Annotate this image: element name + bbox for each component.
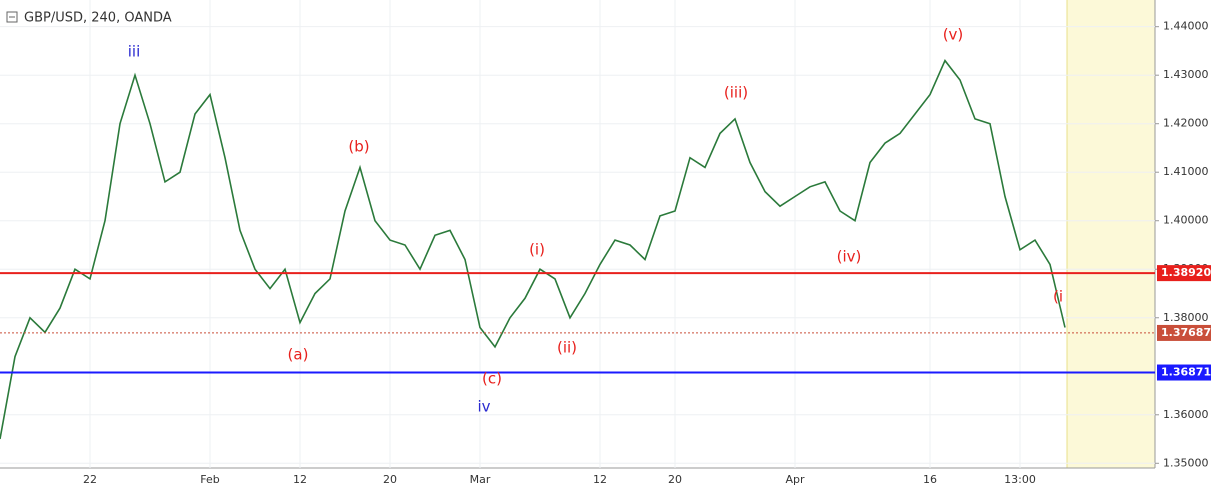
x-tick-label: Feb [200,473,219,486]
wave-label: (i) [529,241,545,259]
price-line [0,59,1066,440]
price-level-badge [1157,324,1211,341]
x-tick-label: 20 [383,473,397,486]
chart-title: GBP/USD, 240, OANDA [24,11,172,26]
y-tick-label: 1.44000 [1163,20,1209,33]
wave-label: (b) [348,138,369,156]
y-tick-label: 1.42000 [1163,117,1209,130]
x-tick-label: 12 [293,473,307,486]
y-tick-label: 1.38000 [1163,311,1209,324]
price-level-label: 1.36871 [1161,366,1211,379]
x-tick-label: Mar [470,473,491,486]
y-tick-label: 1.43000 [1163,68,1209,81]
wave-label: (i [1053,288,1063,306]
y-tick-label: 1.36000 [1163,408,1209,421]
wave-label: iii [128,43,141,61]
y-tick-label: 1.41000 [1163,165,1209,178]
collapse-icon[interactable] [6,11,18,23]
future-zone [1067,0,1155,468]
wave-label: (v) [943,26,964,44]
wave-label: (c) [482,370,502,388]
x-tick-label: 20 [668,473,682,486]
price-level-label: 1.37687 [1161,326,1211,339]
x-tick-label: 16 [923,473,937,486]
wave-label: (iv) [837,248,862,266]
price-level-badge [1157,265,1211,282]
wave-label: (a) [288,346,309,364]
x-tick-label: 22 [83,473,97,486]
y-tick-label: 1.40000 [1163,214,1209,227]
price-level-badge [1157,364,1211,381]
wave-label: iv [477,398,490,416]
wave-label: (ii) [557,339,577,357]
price-level-label: 1.38920 [1161,266,1211,279]
x-tick-label: Apr [785,473,805,486]
y-tick-label: 1.35000 [1163,456,1209,469]
wave-label: (iii) [724,84,748,102]
x-tick-label: 12 [593,473,607,486]
x-tick-label: 13:00 [1004,473,1036,486]
